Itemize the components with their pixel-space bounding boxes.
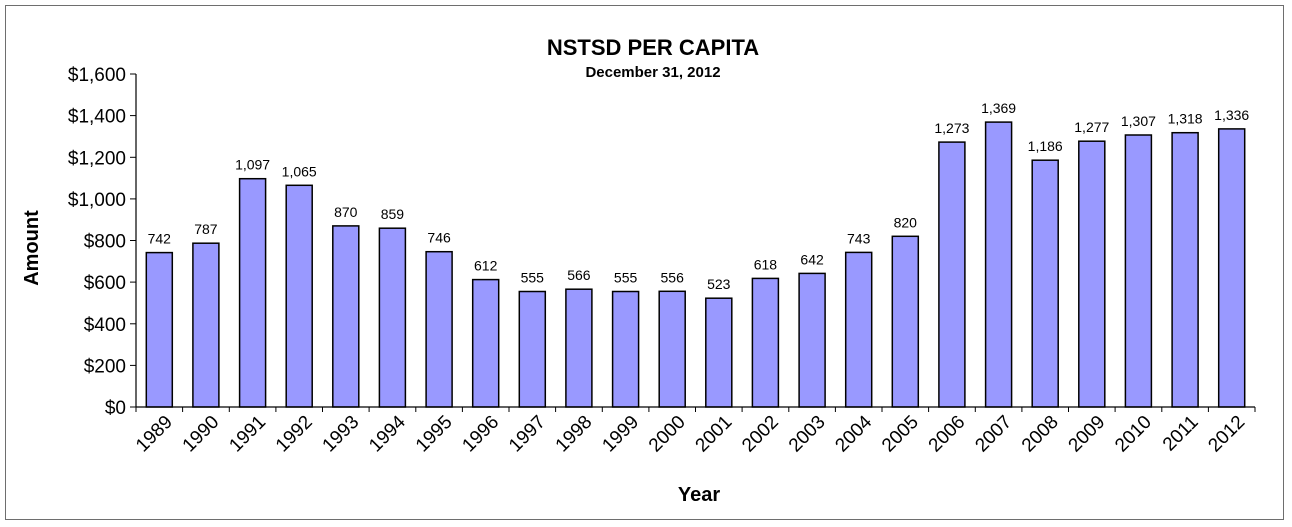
bar-group: 742 787 1,097 1,065 870 859 746 612 555 566 555 556… (145, 100, 1249, 408)
x-tick-label-2007: 2007 (971, 412, 1016, 457)
x-tick-label-2006: 2006 (925, 412, 970, 457)
bar-2005 (891, 235, 920, 408)
x-tick-label-2008: 2008 (1018, 412, 1063, 457)
y-tick-label-6: $1,200 (68, 148, 126, 169)
x-tick-label-2002: 2002 (738, 412, 783, 457)
x-tick-label-2010: 2010 (1111, 412, 1156, 457)
bar-1996 (471, 278, 500, 408)
x-tick-label-1999: 1999 (598, 412, 643, 457)
y-tick-label-1: $200 (84, 356, 126, 377)
x-tick-label-1998: 1998 (552, 412, 597, 457)
bar-1998 (565, 288, 593, 408)
bar-1990 (192, 242, 220, 408)
x-tick-label-2012: 2012 (1204, 412, 1249, 457)
x-tick-label-1996: 1996 (458, 412, 503, 457)
bar-2007 (984, 121, 1013, 408)
data-label-2000: 556 (661, 269, 685, 285)
bar-2010 (1124, 134, 1153, 408)
x-tick-label-1997: 1997 (505, 412, 550, 457)
bar-2006 (938, 141, 966, 408)
data-label-1993: 870 (334, 204, 358, 220)
x-tick-label-1990: 1990 (179, 412, 224, 457)
bar-1993 (332, 225, 360, 408)
data-label-2002: 618 (754, 256, 778, 272)
y-tick-label-7: $1,400 (68, 107, 126, 128)
data-label-2005: 820 (894, 214, 918, 230)
x-tick-label-2000: 2000 (645, 412, 690, 457)
bar-1995 (425, 250, 453, 408)
x-axis-title: Year (678, 484, 720, 506)
bar-1992 (285, 184, 313, 408)
bar-1994 (378, 227, 407, 408)
data-label-2004: 743 (847, 230, 871, 246)
x-tick-label-2005: 2005 (878, 412, 923, 457)
x-tick-label-1994: 1994 (365, 411, 410, 456)
bar-2001 (705, 297, 733, 408)
data-label-1989: 742 (148, 231, 172, 247)
bar-1997 (518, 290, 547, 408)
bar-2000 (658, 290, 686, 408)
y-tick-label-5: $1,000 (68, 190, 126, 211)
bar-1999 (611, 290, 640, 408)
data-label-2011: 1,318 (1168, 111, 1203, 127)
x-tick-label-2011: 2011 (1159, 412, 1203, 456)
y-tick-label-4: $800 (84, 232, 126, 253)
x-tick-label-1995: 1995 (412, 412, 457, 457)
x-tick-label-1992: 1992 (272, 412, 317, 457)
x-tick-label-2001: 2001 (692, 412, 737, 457)
y-tick-label-8: $1,600 (68, 65, 126, 86)
y-tick-label-3: $600 (84, 273, 126, 294)
data-label-1999: 555 (614, 270, 638, 286)
data-label-1992: 1,065 (282, 163, 317, 179)
data-label-2009: 1,277 (1074, 119, 1109, 135)
y-axis-title: Amount (21, 210, 43, 286)
bar-2012 (1217, 128, 1246, 408)
x-tick-label-2003: 2003 (785, 412, 830, 457)
bar-2003 (798, 272, 826, 408)
x-tick-label-1993: 1993 (319, 412, 364, 457)
data-label-2008: 1,186 (1028, 138, 1063, 154)
bar-2002 (751, 277, 780, 408)
data-label-2007: 1,369 (981, 100, 1016, 116)
bar-2004 (844, 251, 873, 408)
x-tick-label-2009: 2009 (1065, 412, 1110, 457)
data-label-1995: 746 (427, 230, 451, 246)
data-label-2003: 642 (800, 251, 824, 267)
y-tick-label-0: $0 (105, 398, 126, 419)
data-label-1996: 612 (474, 258, 498, 274)
data-label-2010: 1,307 (1121, 113, 1156, 129)
bar-2008 (1031, 159, 1059, 408)
bar-1991 (238, 177, 267, 408)
data-label-2006: 1,273 (934, 120, 969, 136)
data-label-1998: 566 (567, 267, 591, 283)
chart-subtitle: December 31, 2012 (585, 64, 720, 81)
bar-2009 (1078, 140, 1106, 408)
chart-title: NSTSD PER CAPITA (547, 35, 759, 60)
x-tick-label-1991: 1991 (225, 412, 270, 457)
data-label-1991: 1,097 (235, 157, 270, 173)
bar-1989 (145, 251, 174, 408)
data-label-1990: 787 (194, 221, 218, 237)
x-tick-label-2004: 2004 (831, 411, 876, 456)
data-label-1994: 859 (381, 206, 405, 222)
y-tick-label-2: $400 (84, 315, 126, 336)
data-label-2001: 523 (707, 276, 731, 292)
data-label-1997: 555 (521, 270, 545, 286)
data-label-2012: 1,336 (1214, 107, 1249, 123)
x-tick-label-1989: 1989 (132, 412, 177, 457)
bar-2011 (1171, 131, 1199, 408)
